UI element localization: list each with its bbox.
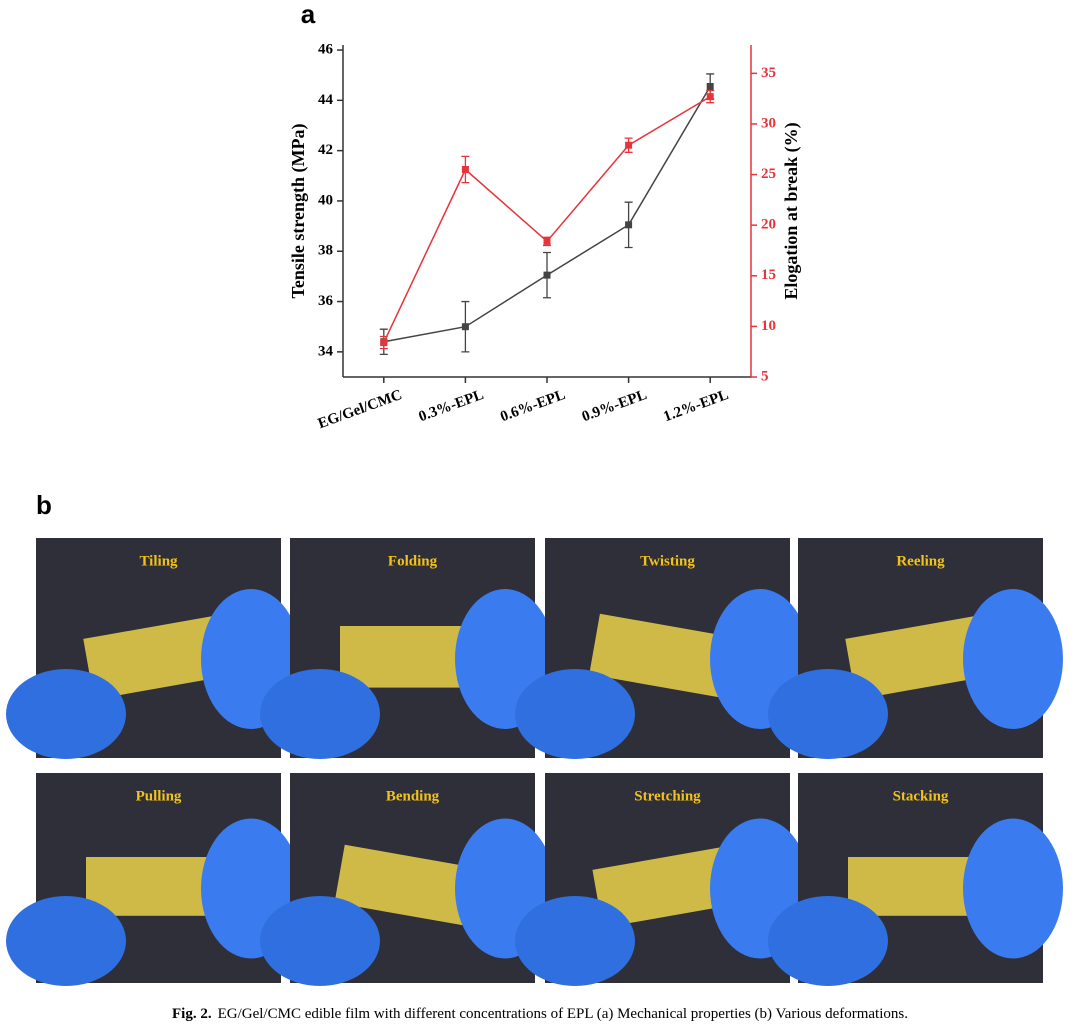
- caption-label: Fig. 2.: [172, 1006, 212, 1022]
- glove: [260, 896, 380, 986]
- photo-label: Tiling: [139, 553, 178, 569]
- y2-tick-label: 5: [761, 368, 769, 384]
- y-tick-label: 46: [318, 41, 334, 57]
- series-line: [383, 86, 711, 343]
- x-tick-label: 1.2%-EPL: [661, 387, 730, 425]
- film: [845, 613, 1001, 700]
- film: [83, 613, 239, 700]
- photo: Pulling: [6, 773, 301, 986]
- y-tick-label: 34: [318, 343, 334, 359]
- caption: Fig. 2. EG/Gel/CMC edible film with diffe…: [172, 1006, 908, 1022]
- panel-label: b: [36, 490, 52, 520]
- caption-text: EG/Gel/CMC edible film with different co…: [218, 1006, 908, 1022]
- y2-tick-label: 35: [761, 65, 776, 81]
- series-line: [383, 95, 711, 343]
- glove: [768, 896, 888, 986]
- panel-label: a: [301, 0, 316, 29]
- y2-axis-label: Elogation at break (%): [781, 122, 802, 299]
- photo: Stacking: [768, 773, 1063, 986]
- y-tick-label: 36: [318, 293, 334, 309]
- y2-tick-label: 25: [761, 166, 776, 182]
- photo-label: Twisting: [640, 553, 695, 569]
- glove: [515, 669, 635, 759]
- photo-label: Reeling: [896, 553, 945, 569]
- film: [334, 844, 490, 929]
- data-point: [461, 323, 469, 331]
- photo-label: Bending: [386, 788, 440, 804]
- photo-label: Stretching: [634, 788, 701, 804]
- data-point: [543, 237, 551, 245]
- photo-label: Folding: [388, 553, 438, 569]
- y2-tick-label: 10: [761, 318, 776, 334]
- glove: [963, 589, 1063, 729]
- photo: Reeling: [768, 538, 1063, 759]
- photo: Stretching: [515, 773, 810, 986]
- x-tick-label: EG/Gel/CMC: [316, 387, 404, 432]
- photo-label: Stacking: [893, 788, 949, 804]
- glove: [260, 669, 380, 759]
- data-point: [706, 83, 714, 90]
- y-tick-label: 42: [318, 142, 333, 158]
- photo: Bending: [260, 773, 555, 986]
- film: [589, 613, 745, 700]
- y-axis-label: Tensile strength (MPa): [288, 124, 309, 299]
- data-point: [543, 271, 551, 279]
- data-point: [461, 166, 469, 173]
- photo-label: Pulling: [136, 788, 182, 804]
- data-point: [625, 221, 633, 229]
- y2-tick-label: 20: [761, 217, 776, 233]
- y2-tick-label: 15: [761, 267, 776, 283]
- x-tick-label: 0.6%-EPL: [498, 387, 567, 425]
- glove: [515, 896, 635, 986]
- y2-tick-label: 30: [761, 115, 776, 131]
- film: [592, 844, 748, 928]
- data-point: [380, 339, 388, 347]
- photo: Folding: [260, 538, 555, 759]
- photo: Tiling: [6, 538, 301, 759]
- glove: [6, 669, 126, 759]
- y-tick-label: 44: [318, 92, 334, 108]
- x-tick-label: 0.9%-EPL: [580, 387, 649, 425]
- y-tick-label: 40: [318, 192, 333, 208]
- x-tick-label: 0.3%-EPL: [417, 387, 486, 425]
- data-point: [706, 93, 714, 101]
- y-tick-label: 38: [318, 243, 333, 259]
- glove: [768, 669, 888, 759]
- glove: [6, 896, 126, 986]
- glove: [963, 818, 1063, 959]
- data-point: [625, 141, 633, 149]
- photo: Twisting: [515, 538, 810, 759]
